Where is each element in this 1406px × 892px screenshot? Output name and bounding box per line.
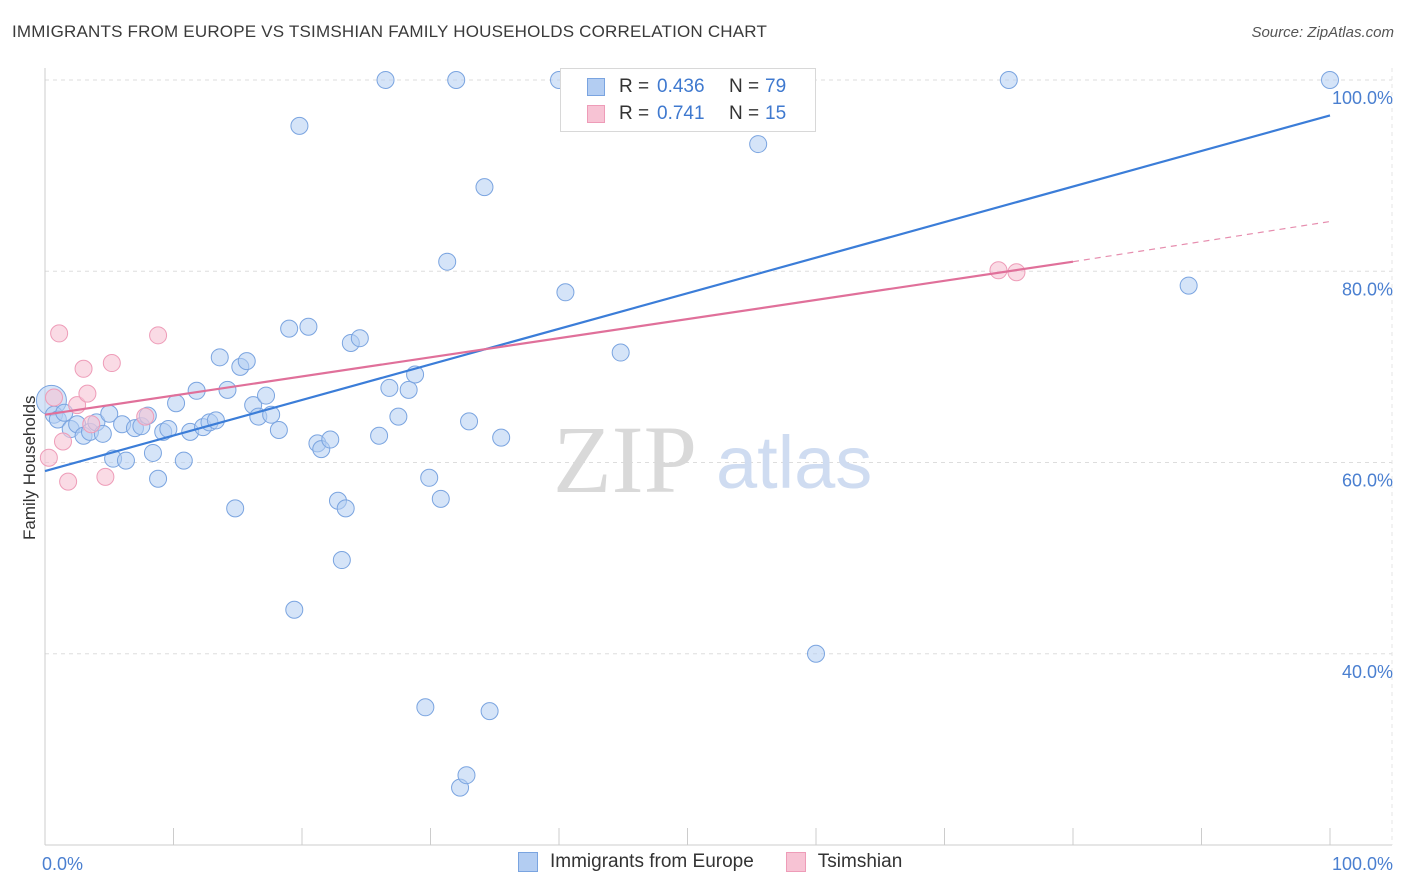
legend-n-value: 15 bbox=[765, 103, 787, 124]
immigrants-point bbox=[237, 352, 256, 371]
immigrants-point bbox=[167, 394, 186, 413]
tsimshian-point bbox=[74, 359, 93, 378]
immigrants-point bbox=[416, 698, 435, 717]
immigrants-point bbox=[492, 428, 511, 447]
immigrants-point bbox=[149, 469, 168, 488]
immigrants-point bbox=[1179, 276, 1198, 295]
immigrants-point bbox=[999, 71, 1018, 89]
tsimshian-point bbox=[1007, 263, 1026, 282]
tick-labels: 40.0% 60.0% 80.0% 100.0% 0.0% 100.0% bbox=[42, 88, 1393, 874]
immigrants-point bbox=[116, 451, 135, 470]
series-tsimshian-points bbox=[39, 261, 1026, 491]
tsimshian-point bbox=[53, 432, 72, 451]
tsimshian-point bbox=[82, 415, 101, 434]
watermark-atlas: atlas bbox=[716, 421, 872, 504]
chart-title: IMMIGRANTS FROM EUROPE VS TSIMSHIAN FAMI… bbox=[12, 22, 768, 41]
series-immigrants-points bbox=[35, 71, 1339, 797]
x-tick-label: 0.0% bbox=[42, 854, 83, 874]
immigrants-point bbox=[556, 283, 575, 302]
immigrants-point bbox=[299, 317, 318, 336]
y-tick-label: 60.0% bbox=[1342, 471, 1393, 491]
legend-row-pink: R = 0.741 N = 15 bbox=[587, 102, 786, 126]
x-tick-label: 100.0% bbox=[1332, 854, 1393, 874]
tsimshian-point bbox=[102, 354, 121, 373]
y-axis-label: Family Households bbox=[20, 395, 39, 540]
tsimshian-trend-extension bbox=[1072, 220, 1331, 263]
immigrants-point bbox=[475, 178, 494, 197]
immigrants-trend-line bbox=[44, 114, 1331, 473]
immigrants-point bbox=[350, 329, 369, 348]
legend-row-blue: R = 0.436 N = 79 bbox=[587, 75, 786, 99]
immigrants-point bbox=[389, 407, 408, 426]
tsimshian-point bbox=[149, 326, 168, 345]
watermark-zip: ZIP bbox=[553, 406, 697, 513]
source-label: Source: ZipAtlas.com bbox=[1251, 24, 1394, 41]
immigrants-point bbox=[336, 499, 355, 518]
series-legend: Immigrants from Europe Tsimshian bbox=[518, 851, 934, 873]
tsimshian-point bbox=[50, 324, 69, 343]
immigrants-point bbox=[280, 319, 299, 338]
immigrants-point bbox=[420, 468, 439, 487]
immigrants-point bbox=[399, 380, 418, 399]
tsimshian-trend-line bbox=[44, 260, 1074, 416]
tsimshian-point bbox=[59, 472, 78, 491]
immigrants-point bbox=[257, 386, 276, 405]
immigrants-point bbox=[321, 430, 340, 449]
legend-r-value: 0.741 bbox=[657, 103, 705, 124]
immigrants-point bbox=[807, 644, 825, 663]
legend-r-value: 0.436 bbox=[657, 76, 705, 97]
immigrants-point bbox=[480, 702, 499, 721]
legend-swatch-pink bbox=[587, 105, 605, 123]
immigrants-point bbox=[447, 71, 466, 89]
immigrants-point bbox=[1321, 71, 1339, 89]
immigrants-point bbox=[93, 424, 112, 443]
y-tick-label: 40.0% bbox=[1342, 662, 1393, 682]
immigrants-point bbox=[460, 412, 479, 431]
immigrants-point bbox=[431, 489, 450, 508]
immigrants-point bbox=[438, 252, 457, 271]
legend-r-label: R = bbox=[619, 76, 650, 97]
tsimshian-point bbox=[96, 467, 115, 486]
immigrants-point bbox=[332, 551, 351, 570]
legend-n-label: N = bbox=[729, 103, 760, 124]
legend-swatch-blue bbox=[518, 852, 538, 872]
tsimshian-point bbox=[44, 388, 63, 407]
legend-r-label: R = bbox=[619, 103, 650, 124]
immigrants-point bbox=[290, 116, 309, 135]
tsimshian-point bbox=[989, 261, 1008, 280]
immigrants-point bbox=[376, 71, 395, 89]
immigrants-point bbox=[174, 451, 193, 470]
immigrants-point bbox=[457, 766, 476, 785]
immigrants-point bbox=[210, 348, 229, 367]
legend-swatch-blue bbox=[587, 78, 605, 96]
tsimshian-point bbox=[136, 407, 155, 426]
legend-item-tsimshian: Tsimshian bbox=[785, 851, 903, 873]
legend-n-value: 79 bbox=[765, 76, 787, 97]
tsimshian-point bbox=[39, 448, 58, 467]
legend-item-immigrants: Immigrants from Europe bbox=[518, 851, 754, 873]
immigrants-point bbox=[226, 499, 245, 518]
grid-lines bbox=[45, 79, 1392, 655]
immigrants-point bbox=[749, 135, 768, 154]
y-tick-label: 100.0% bbox=[1332, 88, 1393, 108]
legend-swatch-pink bbox=[785, 852, 806, 872]
y-tick-label: 80.0% bbox=[1342, 279, 1393, 299]
legend-n-label: N = bbox=[729, 76, 760, 97]
immigrants-point bbox=[143, 443, 162, 462]
immigrants-point bbox=[370, 426, 389, 445]
immigrants-point bbox=[380, 378, 399, 397]
immigrants-point bbox=[269, 420, 288, 439]
tsimshian-point bbox=[78, 384, 97, 403]
correlation-legend: R = 0.436 N = 79 R = 0.741 N = 15 bbox=[560, 68, 816, 132]
watermark: ZIP atlas bbox=[553, 406, 872, 513]
immigrants-point bbox=[285, 600, 304, 619]
legend-label: Tsimshian bbox=[817, 851, 903, 872]
legend-label: Immigrants from Europe bbox=[550, 851, 754, 872]
immigrants-point bbox=[611, 343, 630, 362]
immigrants-point bbox=[218, 380, 237, 399]
trend-lines bbox=[44, 114, 1331, 473]
